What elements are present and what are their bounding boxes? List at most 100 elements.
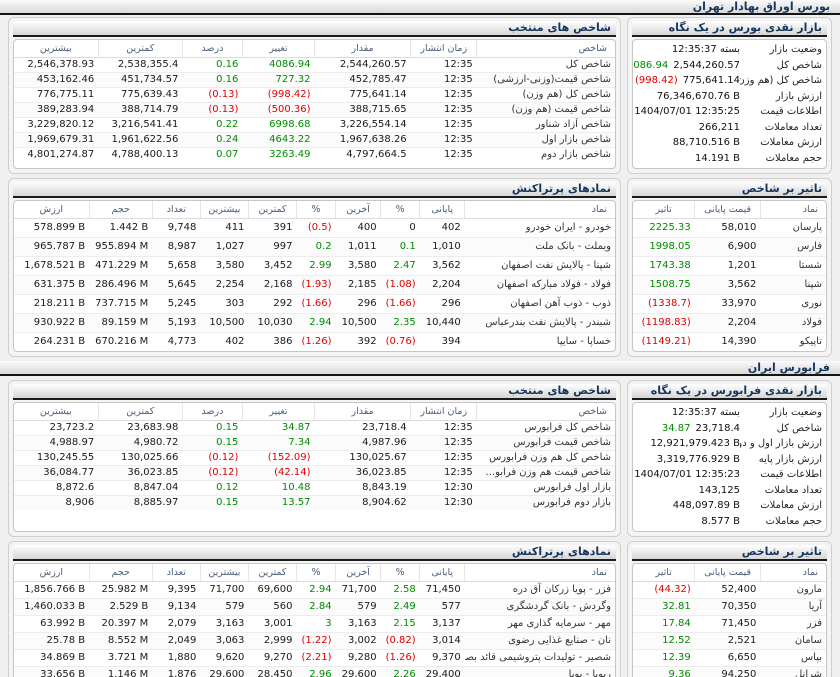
index-percent-header[interactable]: درصد xyxy=(181,403,243,421)
index-row[interactable]: شاخص بازار اول 12:35 1,967,638.26 4643.22 0.… xyxy=(14,132,615,147)
impact-row[interactable]: شستا 1,201 1743.38 xyxy=(633,256,826,275)
index-row[interactable]: شاخص قیمت فرابورس 12:35 4,987.96 7.34 0.15 4,… xyxy=(14,435,615,450)
index-highest: 8,906 xyxy=(65,497,95,509)
farabourse-glance-title: بازار نقدی فرابورس در یک نگاه xyxy=(632,384,827,400)
last-percent: 0.2 xyxy=(315,241,332,252)
last-price: 10,500 xyxy=(341,317,377,328)
glance-row: شاخص کل 34.87 23,718.4 xyxy=(637,421,822,437)
index-row[interactable]: شاخص بازار دوم 12:35 4,797,664.5 3263.49 0.0… xyxy=(14,147,615,162)
publish-time-header[interactable]: زمان انتشار xyxy=(410,40,477,58)
impact-row[interactable]: تاپیکو 14,390 (1149.21) xyxy=(633,332,826,351)
symbol-row[interactable]: خودرو - ایران خودرو 402 0 400 (0.5) 391 411 9,7… xyxy=(14,218,615,237)
index-row[interactable]: بازار اول فرابورس 12:30 8,843.19 10.48 0.12 8… xyxy=(14,480,615,495)
glance-main-value: 88,710.516 B xyxy=(672,137,740,148)
index-impact-header[interactable]: تاثیر xyxy=(633,201,695,219)
index-row[interactable]: شاخص آزاد شناور 12:35 3,226,554.14 6998.68 0… xyxy=(14,117,615,132)
trade-count-header[interactable]: تعداد xyxy=(151,201,201,219)
trade-volume: 20.397 M xyxy=(101,618,149,629)
symbol-row[interactable]: مهر - سرمایه گذاری مهر 3,137 2.15 3,163 3 3,0… xyxy=(14,615,615,632)
symbol-row[interactable]: شپنا - پالایش نفت اصفهان 3,562 2.47 3,580 2.… xyxy=(14,256,615,275)
trade-value-header[interactable]: ارزش xyxy=(14,564,90,582)
close-percent-header[interactable]: % xyxy=(380,201,420,219)
trade-volume-header[interactable]: حجم xyxy=(88,201,153,219)
last-percent-header[interactable]: % xyxy=(295,201,336,219)
symbol-row[interactable]: وگردش - بانک گردشگری 577 2.49 579 2.84 560 579… xyxy=(14,598,615,615)
index-row[interactable]: شاخص قیمت(وزنی-ارزشی) 12:35 452,785.47 727.… xyxy=(14,72,615,87)
impact-row[interactable]: شرانل 94,250 9.36 xyxy=(633,666,826,677)
lowest-price-header[interactable]: کمترین xyxy=(247,201,297,219)
index-name-header[interactable]: شاخص xyxy=(476,403,615,421)
index-change: 4086.94 xyxy=(269,59,311,70)
symbol-name-header[interactable]: نماد xyxy=(759,564,826,582)
index-row[interactable]: شاخص کل (هم وزن) 12:35 775,641.14 (998.42) (… xyxy=(14,87,615,102)
index-highest-header[interactable]: بیشترین xyxy=(14,403,99,421)
index-row[interactable]: شاخص قیمت هم وزن فرابو... 12:35 36,023.85 (… xyxy=(14,465,615,480)
last-percent-header[interactable]: % xyxy=(295,564,336,582)
index-percent-header[interactable]: درصد xyxy=(181,40,243,58)
symbol-name-header[interactable]: نماد xyxy=(759,201,826,219)
symbol-row[interactable]: شصیر - تولیدات پتروشیمی قائد بصیر 9,370 (1… xyxy=(14,649,615,666)
index-name: شاخص کل (هم وزن) xyxy=(522,89,611,100)
index-row[interactable]: شاخص قیمت (هم وزن) 12:35 388,715.65 (500.36… xyxy=(14,102,615,117)
index-change-header[interactable]: تغییر xyxy=(241,403,315,421)
symbol-row[interactable]: نان - صنایع غذایی رضوی 3,014 (0.82) 3,002 (1… xyxy=(14,632,615,649)
lowest-price-header[interactable]: کمترین xyxy=(247,564,297,582)
impact-row[interactable]: فارس 6,900 1998.05 xyxy=(633,237,826,256)
last-price-header[interactable]: آخرین xyxy=(335,201,381,219)
impact-row[interactable]: نوری 33,970 (1338.7) xyxy=(633,294,826,313)
symbol-row[interactable]: ذوب - ذوب آهن اصفهان 296 (1.66) 296 (1.66) 29… xyxy=(14,294,615,313)
symbol-row[interactable]: وبملت - بانک ملت 1,010 0.1 1,011 0.2 997 1,027… xyxy=(14,237,615,256)
highest-price-header[interactable]: بیشترین xyxy=(199,201,249,219)
index-row[interactable]: شاخص کل 12:35 2,544,260.57 4086.94 0.16 2,538… xyxy=(14,57,615,72)
trade-value-header[interactable]: ارزش xyxy=(14,201,90,219)
impact-row[interactable]: مارون 52,400 (44.32) xyxy=(633,581,826,598)
index-change-header[interactable]: تغییر xyxy=(241,40,315,58)
impact-row[interactable]: فولاد 2,204 (1198.83) xyxy=(633,313,826,332)
index-row[interactable]: شاخص کل هم وزن فرابورس 12:35 130,025.67 (15… xyxy=(14,450,615,465)
index-name-header[interactable]: شاخص xyxy=(476,40,615,58)
close-price-header[interactable]: پایانی xyxy=(419,564,465,582)
symbol-row[interactable]: شبندر - پالایش نفت بندرعباس 10,440 2.35 10,… xyxy=(14,313,615,332)
glance-row: تعداد معاملات 266,211 xyxy=(637,120,822,136)
close-percent: (0.82) xyxy=(385,635,416,646)
symbol-name-header[interactable]: نماد xyxy=(464,201,615,219)
close-price-header[interactable]: قیمت پایانی xyxy=(694,564,761,582)
publish-time-header[interactable]: زمان انتشار xyxy=(410,403,477,421)
index-highest-header[interactable]: بیشترین xyxy=(14,40,99,58)
close-price-header[interactable]: قیمت پایانی xyxy=(694,201,761,219)
close-price-header[interactable]: پایانی xyxy=(419,201,465,219)
index-value-header[interactable]: مقدار xyxy=(314,403,411,421)
impact-row[interactable]: سامان 2,521 12.52 xyxy=(633,632,826,649)
table-body: شاخص کل فرابورس 12:35 23,718.4 34.87 0.15 23,… xyxy=(14,420,615,510)
index-row[interactable]: شاخص کل فرابورس 12:35 23,718.4 34.87 0.15 23,… xyxy=(14,420,615,435)
trade-volume-header[interactable]: حجم xyxy=(88,564,153,582)
last-price: 1,011 xyxy=(347,241,377,252)
symbol-name-header[interactable]: نماد xyxy=(464,564,615,582)
last-price: 296 xyxy=(357,298,377,309)
symbol-row[interactable]: فزر - پویا زرکان آق دره 71,450 2.58 71,700 2… xyxy=(14,581,615,598)
publish-time: 12:35 xyxy=(443,134,473,145)
impact-row[interactable]: فزر 71,450 17.84 xyxy=(633,615,826,632)
impact-row[interactable]: پارسان 58,010 2225.33 xyxy=(633,218,826,237)
glance-label: وضعیت بازار xyxy=(769,44,822,55)
symbol-row[interactable]: خساپا - سایپا 394 (0.76) 392 (1.26) 386 402 4,7… xyxy=(14,332,615,351)
farabourse-bottom-section: تاثیر بر شاخص نماد قیمت پایانی تاثیر مارون… xyxy=(8,541,832,677)
column-header-row: شاخص زمان انتشار مقدار تغییر درصد کمترین بیشتر… xyxy=(14,40,615,58)
impact-row[interactable]: شپنا 3,562 1508.75 xyxy=(633,275,826,294)
close-percent-header[interactable]: % xyxy=(380,564,420,582)
last-price-header[interactable]: آخرین xyxy=(335,564,381,582)
publish-time: 12:35 xyxy=(443,422,473,433)
impact-row[interactable]: بپاس 6,650 12.39 xyxy=(633,649,826,666)
index-lowest-header[interactable]: کمترین xyxy=(97,40,183,58)
index-impact-header[interactable]: تاثیر xyxy=(633,564,695,582)
bourse-impact-panel: تاثیر بر شاخص نماد قیمت پایانی تاثیر پارسا… xyxy=(627,178,832,357)
symbol-row[interactable]: فولاد - فولاد مبارکه اصفهان 2,204 (1.08) 2,… xyxy=(14,275,615,294)
trade-count-header[interactable]: تعداد xyxy=(151,564,201,582)
highest-price-header[interactable]: بیشترین xyxy=(199,564,249,582)
symbol-row[interactable]: ریوپا - پویا 29,400 2.26 29,600 2.96 28,450 29… xyxy=(14,666,615,677)
index-impact: 1508.75 xyxy=(649,279,691,290)
index-lowest-header[interactable]: کمترین xyxy=(97,403,183,421)
index-row[interactable]: بازار دوم فرابورس 12:30 8,904.62 13.57 0.15 8… xyxy=(14,495,615,510)
impact-row[interactable]: آریا 70,350 32.81 xyxy=(633,598,826,615)
index-value-header[interactable]: مقدار xyxy=(314,40,411,58)
